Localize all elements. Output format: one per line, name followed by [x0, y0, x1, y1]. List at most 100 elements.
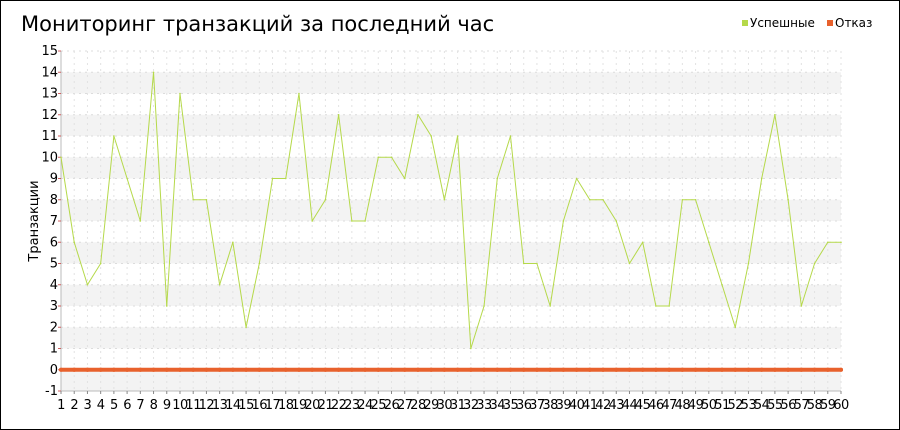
series-1-segment — [761, 114, 776, 179]
series-2-point — [468, 367, 473, 372]
series-2-point — [534, 367, 539, 372]
series-2-point — [667, 367, 672, 372]
series-1-segment — [139, 71, 155, 222]
x-tick-label: 60 — [833, 398, 849, 413]
x-tick-label: 21 — [318, 398, 334, 413]
x-tick-label: 9 — [163, 398, 171, 413]
x-tick-label: 46 — [648, 398, 664, 413]
x-tick-label: 5 — [110, 398, 118, 413]
series-1-point — [298, 92, 300, 95]
series-1-segment — [787, 199, 802, 307]
series-1-point — [483, 305, 485, 307]
series-1-segment — [814, 241, 829, 264]
series-1-point — [602, 198, 604, 201]
series-1-point — [271, 177, 274, 180]
x-tick-label: 36 — [516, 398, 532, 413]
series-1-segment — [642, 241, 657, 307]
series-2-point — [138, 367, 143, 372]
y-tick-label: -1 — [45, 384, 58, 399]
series-1-point — [721, 283, 723, 286]
series-1-segment — [126, 178, 141, 222]
x-tick-label: 18 — [278, 398, 294, 413]
series-1-point — [192, 198, 195, 201]
x-tick-label: 22 — [331, 398, 347, 413]
series-2-point — [59, 367, 63, 372]
x-tick-label: 58 — [807, 398, 823, 413]
y-tick-label: 11 — [41, 129, 58, 144]
series-1-segment — [73, 241, 88, 286]
series-1-point — [126, 177, 128, 180]
series-2-point — [561, 367, 566, 372]
series-2-point — [310, 367, 315, 372]
series-1-segment — [549, 220, 564, 307]
series-1-point — [641, 241, 644, 244]
series-2-point — [495, 367, 500, 372]
x-tick-label: 38 — [542, 398, 558, 413]
x-tick-label: 48 — [675, 398, 691, 413]
x-tick-label: 44 — [622, 398, 638, 413]
series-2-point — [389, 367, 394, 372]
y-tick-label: 7 — [50, 214, 58, 229]
series-1-segment — [113, 135, 128, 179]
x-axis-ticks: 1 2 3 4 5 6 7 8 9 1011121314151617181920212223242… — [57, 391, 849, 413]
legend-label: Отказ — [835, 16, 872, 30]
series-2-point — [204, 367, 209, 372]
series-1-segment — [404, 114, 419, 179]
series-1-point — [139, 220, 142, 222]
series-1-point — [99, 262, 102, 265]
x-tick-label: 19 — [291, 398, 307, 413]
series-1-point — [800, 305, 803, 307]
series-2-point — [191, 367, 196, 372]
background-band — [61, 242, 841, 264]
series-1-point — [707, 241, 710, 244]
series-1-point — [615, 220, 618, 222]
series-1-segment — [205, 199, 221, 286]
series-2-point — [839, 367, 843, 372]
x-tick-label: 39 — [556, 398, 572, 413]
x-tick-label: 34 — [489, 398, 505, 413]
series-1-segment — [324, 114, 340, 201]
y-tick-label: 0 — [50, 363, 58, 378]
x-tick-label: 7 — [136, 398, 144, 413]
y-axis-label: Транзакции — [27, 180, 42, 262]
series-2-point — [151, 367, 156, 372]
series-1-point — [60, 156, 62, 159]
series-1-segment — [615, 220, 630, 264]
y-tick-label: 12 — [41, 108, 58, 123]
x-tick-label: 40 — [569, 398, 585, 413]
series-1-point — [86, 283, 89, 286]
series-2-point — [640, 367, 645, 372]
background-band — [61, 114, 841, 136]
x-tick-label: 25 — [371, 398, 387, 413]
series-2-point — [508, 367, 513, 372]
x-tick-label: 13 — [212, 398, 228, 413]
series-2-point — [587, 367, 592, 372]
series-1-segment — [60, 156, 75, 243]
series-1-point — [113, 135, 115, 137]
x-tick-label: 30 — [437, 398, 453, 413]
series-1-segment — [417, 114, 432, 137]
x-tick-label: 29 — [423, 398, 439, 413]
x-tick-label: 20 — [304, 398, 320, 413]
series-1-segment — [166, 93, 181, 307]
series-2-point — [363, 367, 368, 372]
series-1-point — [774, 113, 776, 116]
background-band — [61, 284, 841, 306]
series-2-point — [825, 367, 830, 372]
series-1-segment — [695, 199, 710, 243]
series-2-point — [323, 367, 328, 372]
x-tick-label: 2 — [70, 398, 78, 413]
x-tick-label: 52 — [727, 398, 743, 413]
series-2-point — [482, 367, 487, 372]
x-tick-label: 24 — [357, 398, 373, 413]
x-tick-label: 12 — [199, 398, 215, 413]
x-tick-label: 45 — [635, 398, 651, 413]
x-tick-label: 35 — [503, 398, 519, 413]
series-1-point — [694, 198, 697, 201]
series-2-point — [125, 367, 130, 372]
data-series — [59, 71, 843, 372]
x-tick-label: 28 — [410, 398, 426, 413]
series-1-segment — [509, 135, 525, 264]
y-tick-label: 15 — [41, 44, 58, 59]
series-1-point — [589, 198, 591, 201]
